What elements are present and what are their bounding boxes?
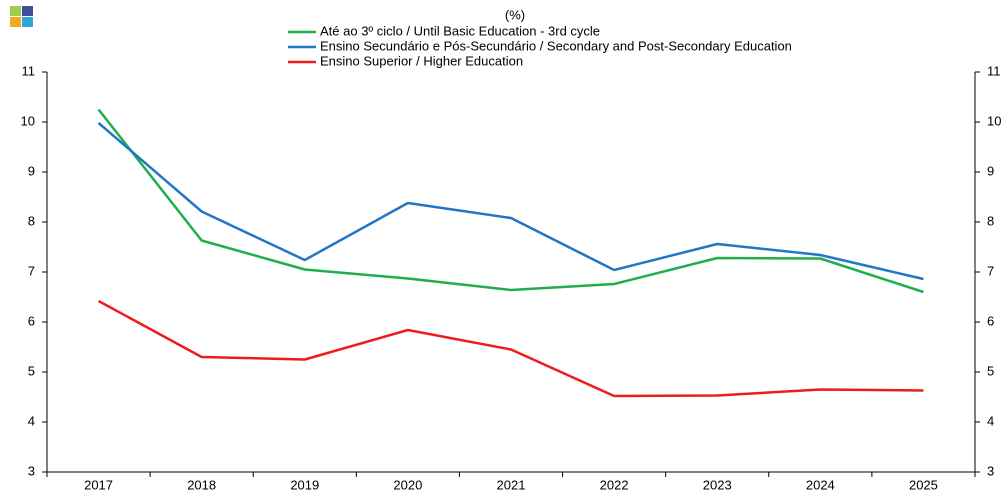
y-tick-label: 4 [28,413,35,428]
y2-tick-label: 11 [987,63,1001,78]
legend-label: Até ao 3º ciclo / Until Basic Education … [320,23,600,38]
y-tick-label: 9 [28,163,35,178]
y2-tick-label: 4 [987,413,994,428]
x-tick-label: 2017 [84,477,113,492]
x-tick-label: 2023 [703,477,732,492]
x-tick-label: 2019 [290,477,319,492]
y-tick-label: 7 [28,263,35,278]
legend-label: Ensino Secundário e Pós-Secundário / Sec… [320,38,792,53]
series-line [97,122,924,281]
series-line [97,108,924,294]
chart-title: (%) [505,7,525,22]
logo [10,6,33,27]
y2-tick-label: 9 [987,163,994,178]
y2-tick-label: 7 [987,263,994,278]
y-tick-label: 5 [28,363,35,378]
x-tick-label: 2024 [806,477,835,492]
y-tick-label: 6 [28,313,35,328]
y2-tick-label: 10 [987,113,1001,128]
series-line [97,299,924,398]
y2-tick-label: 5 [987,363,994,378]
y-tick-label: 3 [28,463,35,478]
y-tick-label: 8 [28,213,35,228]
x-tick-label: 2021 [497,477,526,492]
x-tick-label: 2025 [909,477,938,492]
x-tick-label: 2022 [600,477,629,492]
y2-tick-label: 6 [987,313,994,328]
y2-tick-label: 8 [987,213,994,228]
y-tick-label: 11 [22,63,36,78]
y-tick-label: 10 [21,113,35,128]
x-tick-label: 2020 [393,477,422,492]
legend-label: Ensino Superior / Higher Education [320,53,523,68]
x-tick-label: 2018 [187,477,216,492]
y2-tick-label: 3 [987,463,994,478]
